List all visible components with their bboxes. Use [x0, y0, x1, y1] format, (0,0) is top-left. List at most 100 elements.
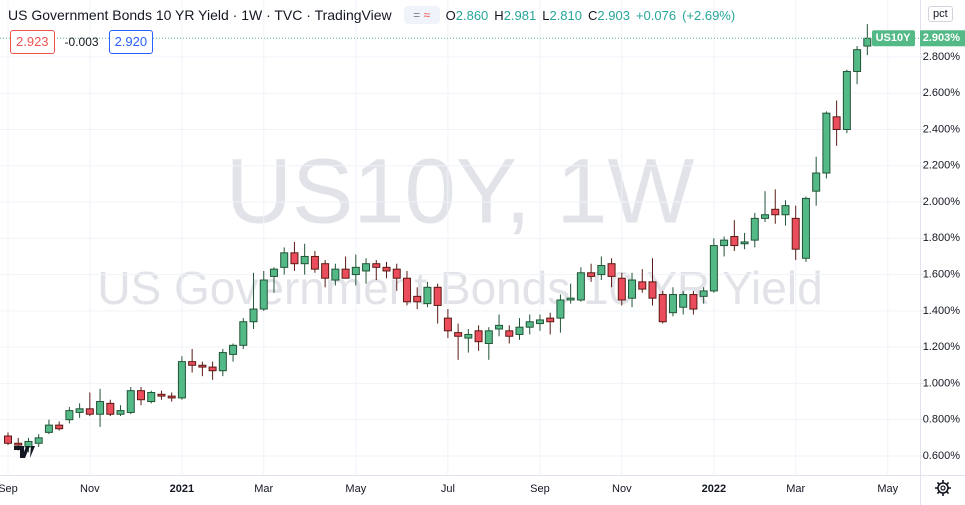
x-tick-label: Jul: [441, 483, 455, 495]
sell-button[interactable]: 2.923: [10, 30, 55, 54]
candle-body: [147, 391, 156, 403]
y-tick-label: 1.000%: [923, 377, 961, 389]
candle-body: [658, 294, 667, 323]
candle-body: [65, 410, 74, 421]
x-tick-label: May: [877, 483, 898, 495]
candle-body: [771, 208, 780, 216]
ohlc-key: L: [542, 7, 550, 23]
grid: [0, 0, 920, 475]
tv-logo: [14, 446, 35, 458]
y-tick-label: 2.400%: [923, 123, 961, 135]
candle-body: [331, 268, 340, 281]
ohlc-values: O2.860 H2.981 L2.810 C2.903 +0.076 (+2.69%): [446, 8, 742, 23]
candles: [0, 24, 920, 453]
candle-body: [863, 37, 872, 47]
price-label-symbol-bg: [872, 30, 915, 47]
x-tick-label: 2021: [170, 483, 194, 495]
x-tick-label: 2022: [702, 483, 726, 495]
candle-body: [34, 437, 43, 444]
candle-body: [454, 332, 463, 337]
candle-body: [648, 281, 657, 299]
candle-body: [474, 330, 483, 343]
y-tick-label: 0.600%: [923, 450, 961, 462]
ohlc-value: 2.903: [597, 7, 630, 23]
candle-body: [392, 268, 401, 279]
candle-body: [740, 241, 749, 245]
candle-body: [351, 266, 360, 276]
ohlc-value: 2.810: [549, 7, 583, 23]
ohlc-key: H: [494, 7, 504, 23]
candle-body: [280, 252, 289, 268]
settings-button[interactable]: [935, 480, 951, 496]
change-percent: (+2.69%): [682, 7, 736, 23]
candle-body: [188, 361, 197, 366]
candle-body: [556, 299, 565, 319]
candle-body: [85, 408, 94, 415]
candle-body: [812, 172, 821, 192]
candle-body: [515, 326, 524, 335]
candle-body: [433, 286, 442, 306]
candle-body: [136, 390, 145, 401]
x-tick-label: Mar: [254, 483, 273, 495]
candle-body: [14, 442, 23, 446]
candle-body: [382, 266, 391, 272]
candle-body: [443, 317, 452, 332]
candle-body: [525, 321, 534, 328]
candle-body: [607, 263, 616, 277]
symbol-title: US Government Bonds 10 YR Yield · 1W · T…: [8, 7, 392, 23]
candle-body: [423, 286, 432, 305]
candle-body: [617, 277, 626, 301]
compare-icon[interactable]: = ≈: [403, 6, 440, 24]
candle-body: [4, 435, 12, 444]
candle-body: [546, 317, 555, 323]
candle-body: [668, 294, 677, 314]
watermark-name: US Government Bonds 10 YR Yield: [97, 262, 822, 314]
candle-body: [842, 70, 851, 130]
candle-body: [853, 49, 862, 72]
buy-button[interactable]: 2.920: [108, 30, 154, 54]
candle-body: [167, 395, 176, 399]
candle-body: [75, 408, 84, 413]
candle-body: [259, 279, 268, 310]
watermark: US10Y, 1W US Government Bonds 10 YR Yiel…: [97, 140, 822, 314]
candle-body: [44, 424, 53, 433]
spread: -0.003: [64, 35, 99, 49]
candle-body: [372, 263, 381, 268]
x-tick-label: Sep: [530, 483, 550, 495]
x-tick-label: Nov: [80, 483, 100, 495]
candle-body: [413, 295, 422, 303]
price-label-value: 2.903%: [923, 32, 961, 44]
candle-body: [638, 281, 647, 290]
legend-header: US Government Bonds 10 YR Yield · 1W · T…: [8, 6, 741, 24]
candle-body: [801, 197, 810, 259]
scale-button[interactable]: pct: [928, 6, 953, 22]
y-tick-label: 2.000%: [923, 196, 961, 208]
candle-body: [720, 239, 729, 247]
candle-body: [576, 272, 585, 301]
candle-body: [566, 297, 575, 301]
candle-body: [55, 424, 64, 430]
y-tick-label: 1.800%: [923, 232, 961, 244]
y-tick-label: 2.200%: [923, 160, 961, 172]
x-tick-label: May: [345, 483, 366, 495]
candle-body: [249, 308, 258, 323]
candle-body: [269, 268, 278, 277]
candle-body: [239, 321, 248, 346]
candle-body: [679, 294, 688, 308]
candle-body: [321, 263, 330, 279]
y-tick-label: 2.600%: [923, 87, 961, 99]
ohlc-value: 2.860: [455, 7, 489, 23]
trade-panel: 2.923 -0.003 2.920: [10, 30, 154, 54]
change: +0.076: [635, 7, 677, 23]
price-label-bg: [920, 30, 965, 47]
price-label-symbol: US10Y: [876, 32, 912, 44]
candle-body: [96, 401, 105, 415]
y-tick-label: 2.800%: [923, 51, 961, 63]
candle-body: [229, 344, 238, 355]
y-tick-label: 1.600%: [923, 268, 961, 280]
candle-body: [341, 268, 350, 279]
candle-body: [535, 319, 544, 325]
